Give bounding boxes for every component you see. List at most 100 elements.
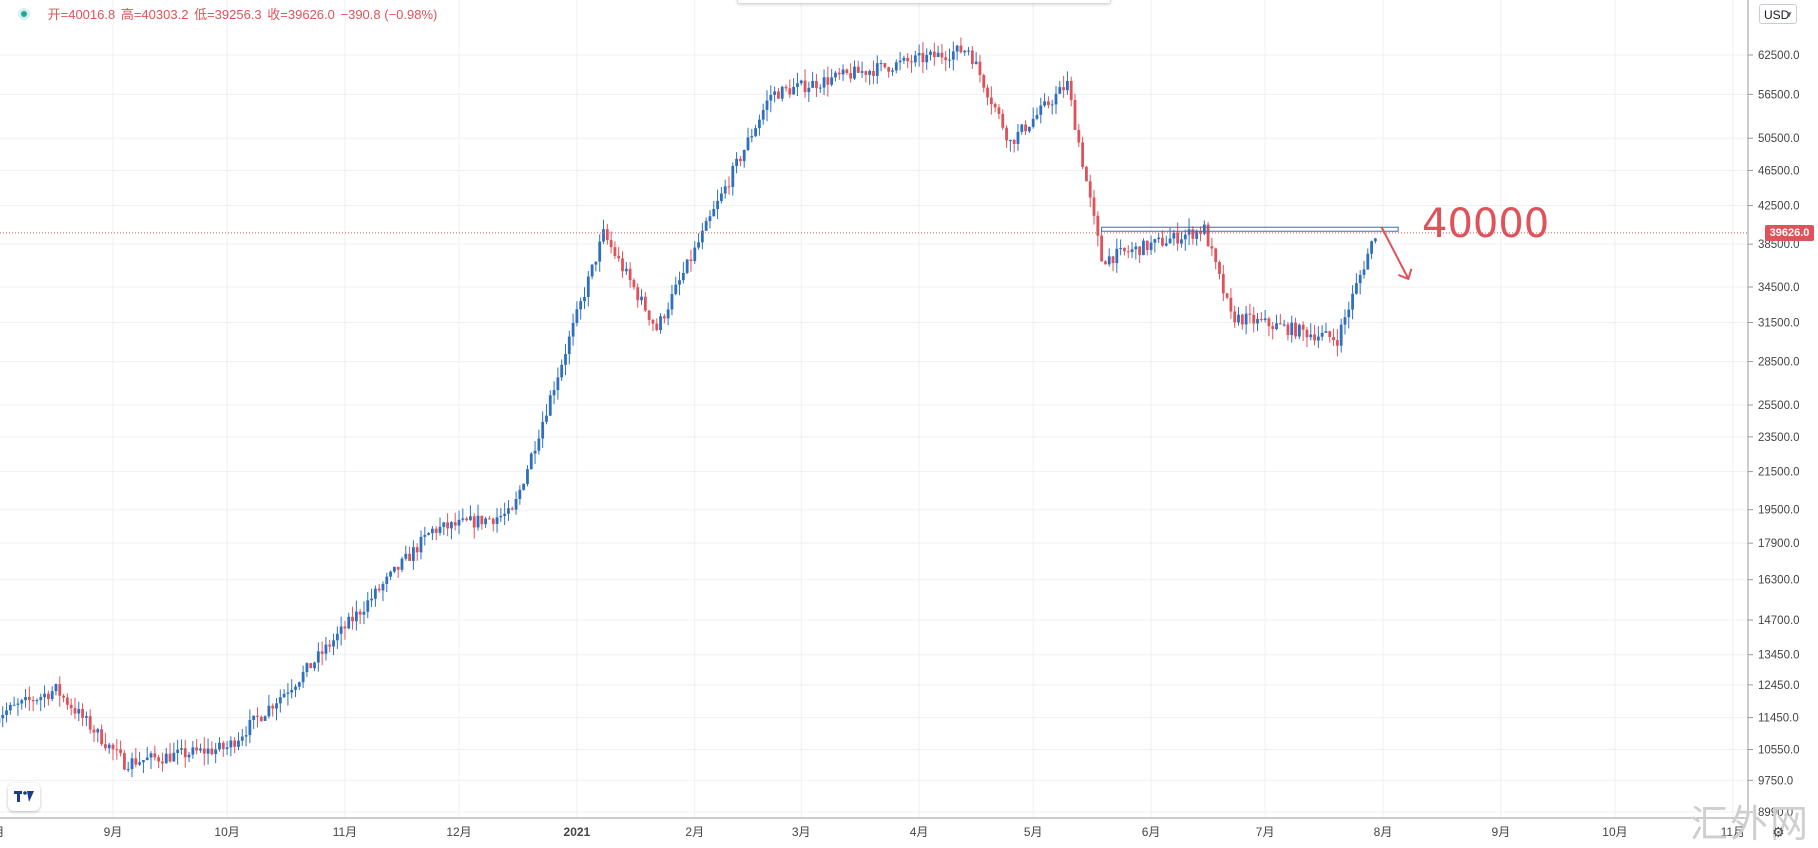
last-price-label: 39626.0 — [1765, 225, 1814, 241]
candle-body — [1051, 104, 1054, 105]
candle-body — [47, 694, 50, 699]
candle-body — [606, 229, 609, 240]
candle-body — [1260, 319, 1263, 320]
candle-body — [1127, 251, 1130, 252]
candle-body — [880, 63, 883, 64]
candle-body — [655, 324, 658, 330]
candle-body — [108, 745, 111, 749]
candle-body — [1298, 325, 1301, 337]
candle-body — [408, 554, 411, 561]
candle-body — [872, 71, 875, 76]
price-tick-label: 46500.0 — [1758, 165, 1800, 177]
candle-body — [686, 260, 689, 273]
candle-body — [1302, 325, 1305, 330]
candle-body — [203, 749, 206, 754]
gear-icon[interactable]: ⚙ — [1772, 825, 1786, 839]
candle-body — [1169, 238, 1172, 243]
candle-body — [366, 600, 369, 612]
candle-body — [922, 53, 925, 62]
candle-body — [1043, 101, 1046, 105]
candle-body — [5, 710, 8, 715]
candle-body — [1085, 167, 1088, 181]
candle-body — [77, 709, 80, 714]
candle-body — [1256, 319, 1259, 324]
candle-body — [1119, 248, 1122, 249]
price-tick-label: 62500.0 — [1758, 50, 1800, 62]
candle-body — [705, 221, 708, 231]
candle-body — [1165, 243, 1168, 245]
time-tick-label: 10月 — [1602, 825, 1627, 839]
candle-body — [427, 533, 430, 535]
candle-body — [39, 697, 42, 700]
candle-body — [895, 62, 898, 70]
candle-body — [28, 697, 31, 700]
candle-body — [595, 262, 598, 265]
currency-selector[interactable]: USD▼ — [1759, 4, 1797, 24]
candlestick-series — [0, 37, 1377, 777]
candle-body — [617, 256, 620, 258]
candle-body — [568, 337, 571, 354]
candle-body — [629, 269, 632, 280]
candle-body — [807, 88, 810, 92]
low-value: 低=39256.3 — [194, 7, 262, 22]
candle-body — [256, 716, 259, 717]
candle-body — [412, 547, 415, 561]
candle-body — [1112, 256, 1115, 263]
candle-body — [146, 757, 149, 760]
candle-body — [1161, 238, 1164, 246]
candle-body — [1024, 125, 1027, 132]
candle-body — [1359, 275, 1362, 283]
candle-body — [283, 694, 286, 697]
candle-body — [51, 691, 54, 699]
tradingview-logo-icon[interactable] — [8, 783, 40, 811]
candle-body — [735, 159, 738, 166]
candle-body — [823, 77, 826, 87]
candle-body — [9, 705, 12, 710]
candle-body — [845, 70, 848, 73]
watermark: 汇外网 — [1690, 793, 1810, 848]
time-tick-label: 9月 — [1492, 825, 1511, 839]
candle-body — [640, 297, 643, 301]
candle-body — [960, 46, 963, 53]
candle-body — [652, 320, 655, 324]
time-tick-label: 8月 — [0, 825, 4, 839]
candle-body — [948, 60, 951, 61]
candle-body — [473, 516, 476, 527]
candle-body — [876, 63, 879, 76]
price-tick-label: 12450.0 — [1758, 680, 1800, 692]
candle-body — [1237, 315, 1240, 323]
candle-body — [690, 260, 693, 262]
candle-body — [891, 70, 894, 71]
candle-body — [378, 589, 381, 591]
price-tick-label: 34500.0 — [1758, 282, 1800, 294]
candle-body — [982, 75, 985, 88]
candle-body — [811, 81, 814, 88]
candle-body — [986, 88, 989, 98]
price-tick-label: 16300.0 — [1758, 575, 1800, 587]
candle-body — [340, 627, 343, 634]
candle-body — [716, 201, 719, 209]
price-tick-label: 21500.0 — [1758, 467, 1800, 479]
candle-body — [241, 737, 244, 741]
candle-body — [1207, 225, 1210, 247]
price-tick-label: 56500.0 — [1758, 89, 1800, 101]
candle-body — [747, 137, 750, 150]
candle-body — [1264, 318, 1267, 320]
candle-body — [1328, 331, 1331, 337]
candle-body — [941, 53, 944, 58]
candle-body — [518, 490, 521, 499]
toolbar-tab[interactable] — [737, 0, 1111, 4]
candle-body — [1249, 314, 1252, 315]
candle-body — [781, 87, 784, 99]
candle-body — [739, 159, 742, 161]
candle-body — [271, 706, 274, 709]
candle-body — [13, 705, 16, 706]
candle-body — [1070, 81, 1073, 100]
candle-body — [743, 150, 746, 161]
candle-body — [85, 716, 88, 718]
candle-body — [423, 535, 426, 537]
candle-body — [290, 690, 293, 693]
candle-body — [1013, 140, 1016, 144]
price-tick-label: 25500.0 — [1758, 400, 1800, 412]
